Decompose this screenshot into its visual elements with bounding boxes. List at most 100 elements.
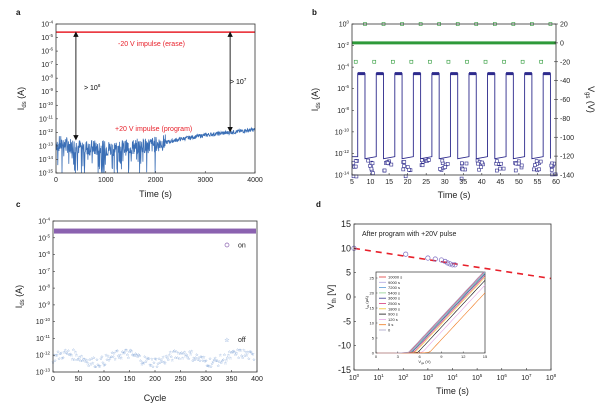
off-marker: ☆ (246, 349, 250, 354)
off-marker: ☆ (150, 356, 154, 361)
inset-legend-label: 7200 s (388, 285, 400, 290)
off-marker: ☆ (210, 361, 214, 366)
off-marker: ☆ (158, 360, 162, 365)
x-tick-label: 50 (75, 376, 83, 383)
off-marker: ☆ (245, 353, 249, 358)
ids-off-marker (533, 163, 537, 167)
off-marker: ☆ (90, 356, 94, 361)
off-marker: ☆ (212, 357, 216, 362)
y-tick-label: 10-6 (41, 47, 53, 56)
y2-axis-label: Vgs (V) (584, 86, 596, 113)
x-tick-label: 107 (521, 373, 532, 382)
x-axis-label: Time (s) (139, 189, 172, 199)
x-tick-label: 4000 (247, 177, 263, 184)
inset-legend-label: 1800 s (388, 306, 400, 311)
annotation-ratio-1: > 108 (84, 83, 101, 92)
off-marker: ☆ (154, 357, 158, 362)
off-marker: ☆ (123, 350, 127, 355)
ids-off-marker (538, 159, 543, 164)
off-marker: ☆ (128, 349, 132, 354)
y-tick-label: 10 (341, 243, 351, 253)
y-tick-label: 15 (341, 219, 351, 229)
off-marker: ☆ (104, 353, 108, 358)
off-marker: ☆ (88, 357, 92, 362)
off-marker: ☆ (206, 363, 210, 368)
y-tick-label: 10-5 (41, 33, 53, 42)
off-marker: ☆ (204, 358, 208, 363)
ids-off-marker (460, 167, 465, 172)
inset-legend-label: 9000 s (388, 280, 400, 285)
off-marker: ☆ (216, 363, 220, 368)
y-tick-label: 10-10 (39, 101, 54, 110)
off-marker: ☆ (144, 359, 148, 364)
off-marker: ☆ (234, 352, 238, 357)
y2-tick-label: -60 (560, 97, 570, 104)
inset-legend-label: 900 s (388, 312, 398, 317)
off-marker: ☆ (81, 358, 85, 363)
off-marker: ☆ (186, 355, 190, 360)
y-tick-label: 10-14 (39, 155, 54, 164)
off-marker: ☆ (152, 360, 156, 365)
vgs-pulse-low-marker (390, 59, 395, 64)
inset-y-tick-label: 15 (370, 306, 375, 311)
x-tick-label: 1000 (98, 177, 114, 184)
y-tick-label: 10-10 (335, 127, 350, 136)
x-tick-label: 35 (459, 179, 467, 186)
inset-x-tick-label: 3 (397, 354, 400, 359)
ids-off-marker (501, 166, 506, 171)
off-marker: ☆ (235, 350, 239, 355)
ids-off-marker (464, 161, 469, 166)
x-tick-label: 400 (251, 376, 263, 383)
off-marker: ☆ (56, 349, 60, 354)
y-tick-label: 10-5 (38, 233, 50, 242)
off-marker: ☆ (85, 358, 89, 363)
ids-off-marker (550, 172, 554, 177)
y-tick-label: 5 (346, 268, 351, 278)
off-marker: ☆ (74, 349, 78, 354)
off-marker: ☆ (89, 361, 93, 366)
y-tick-label: 10-4 (41, 20, 53, 29)
off-marker: ☆ (220, 360, 224, 365)
vgs-pulse-low-marker (520, 59, 525, 64)
vgs-pulse-low-marker (539, 59, 543, 64)
off-marker: ☆ (231, 349, 235, 354)
ids-off-marker (532, 167, 536, 172)
y-tick-label: 10-8 (337, 106, 349, 115)
off-marker: ☆ (78, 354, 82, 359)
panel-label-b: b (312, 8, 317, 17)
inset-y-tick-label: 10 (370, 321, 375, 326)
off-marker: ☆ (94, 364, 98, 369)
off-marker: ☆ (118, 355, 122, 360)
off-marker: ☆ (176, 355, 180, 360)
off-marker: ☆ (108, 356, 112, 361)
off-marker: ☆ (113, 357, 117, 362)
chart-title: After program with +20V pulse (362, 231, 456, 238)
plot-frame (351, 23, 557, 176)
off-marker: ☆ (226, 355, 230, 360)
panel-label-c: c (16, 200, 21, 209)
x-tick-label: 200 (149, 376, 161, 383)
x-tick-label: 60 (552, 179, 560, 186)
off-marker: ☆ (209, 364, 213, 369)
off-marker: ☆ (218, 353, 222, 358)
off-marker: ☆ (137, 352, 141, 357)
off-marker: ☆ (142, 360, 146, 365)
off-marker: ☆ (200, 354, 204, 359)
inset-legend-label: 3600 s (388, 296, 400, 301)
x-tick-label: 2000 (148, 177, 164, 184)
off-marker: ☆ (112, 350, 116, 355)
off-marker: ☆ (217, 359, 221, 364)
vth-marker (449, 262, 456, 268)
off-marker: ☆ (167, 352, 171, 357)
off-marker: ☆ (93, 364, 97, 369)
off-marker: ☆ (148, 363, 152, 368)
off-marker: ☆ (215, 358, 219, 363)
off-marker: ☆ (97, 363, 101, 368)
off-marker: ☆ (247, 356, 251, 361)
off-marker: ☆ (188, 349, 192, 354)
off-marker: ☆ (164, 353, 168, 358)
off-marker: ☆ (133, 353, 137, 358)
off-marker: ☆ (240, 353, 244, 358)
